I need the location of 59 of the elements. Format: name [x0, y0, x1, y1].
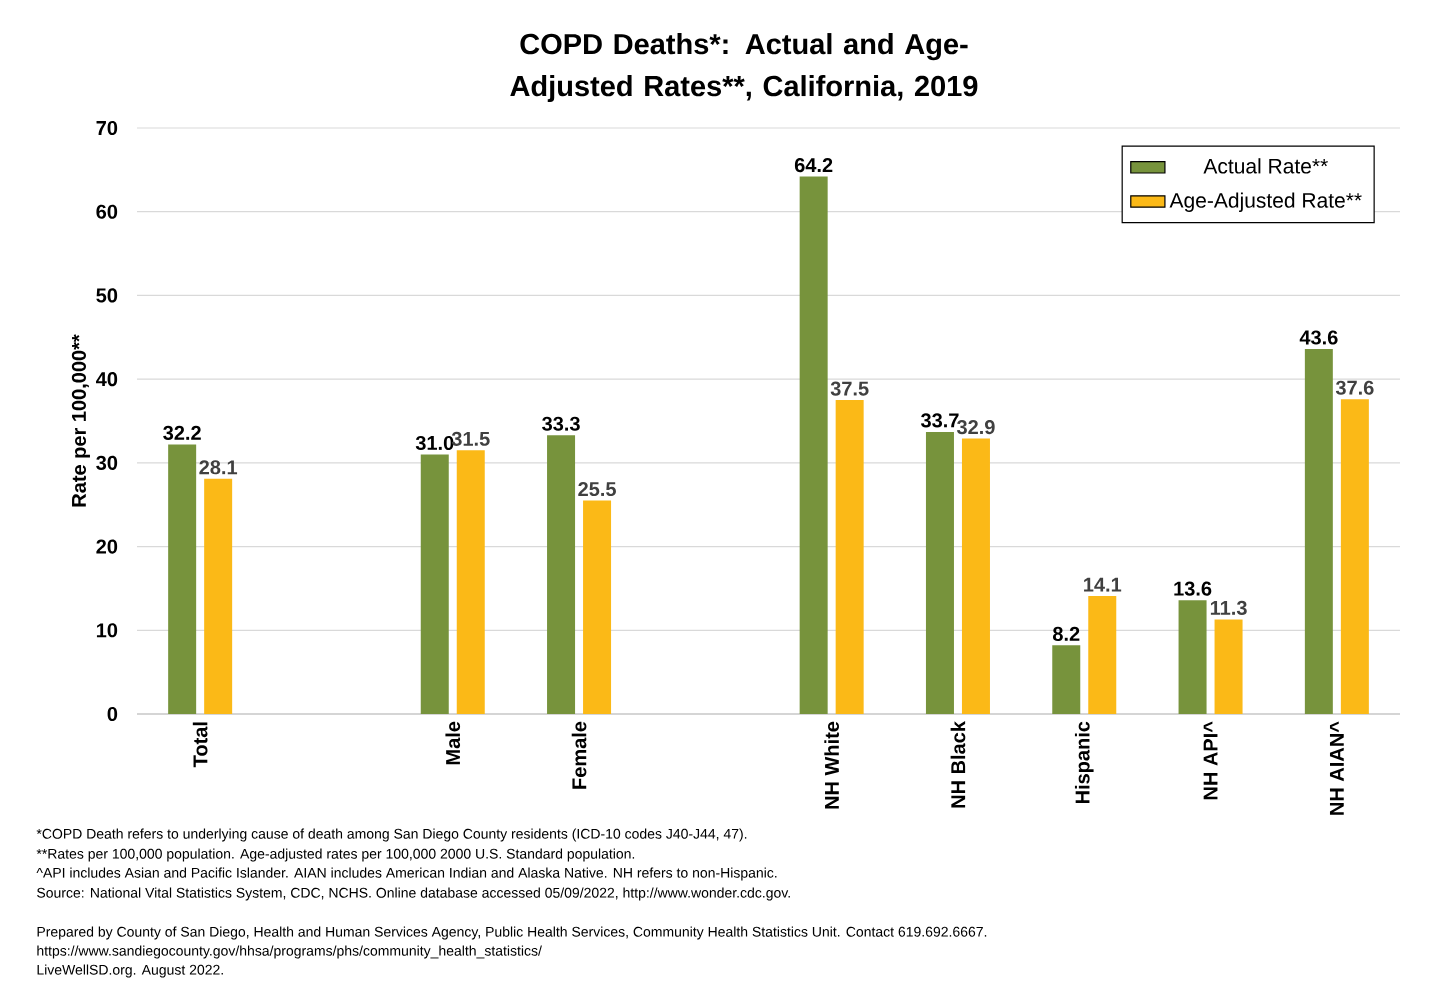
- bar: [547, 435, 576, 714]
- bar: [583, 500, 612, 714]
- y-tick-label: 70: [96, 120, 118, 136]
- y-tick-label: 20: [96, 539, 118, 554]
- bar: [835, 400, 864, 714]
- x-tick-label: Female: [571, 721, 587, 789]
- bar: [1178, 600, 1207, 714]
- bar: [1304, 349, 1333, 714]
- data-label: 33.7: [920, 413, 959, 428]
- bar: [1340, 399, 1369, 714]
- text: ^API includes Asian and Pacific Islander. AIAN includes American Indian and Alaska Native. NH refers to non-Hispanic.: [36, 867, 777, 881]
- data-label: 31.0: [415, 435, 454, 451]
- x-tick-label: NH Black: [950, 721, 966, 808]
- x-tick-label: NH AIAN^: [1329, 721, 1344, 815]
- y-tick-label: 50: [96, 288, 118, 303]
- data-label: 43.6: [1299, 330, 1338, 345]
- bar: [168, 444, 197, 714]
- data-label: 8.2: [1052, 626, 1080, 641]
- y-tick-label: 0: [107, 706, 118, 722]
- bar: [420, 454, 449, 714]
- y-tick-label: 30: [96, 455, 118, 470]
- bar: [799, 176, 828, 714]
- x-tick-label: Male: [445, 721, 461, 765]
- data-label: 64.2: [794, 158, 833, 173]
- data-label: 33.3: [542, 416, 580, 431]
- legend-label: Age-Adjusted Rate**: [1169, 192, 1362, 212]
- x-tick-label: NH API^: [1203, 721, 1218, 800]
- chart-title: COPD Deaths*: Actual and Age-Adjusted Rates**, California, 2019: [510, 33, 978, 103]
- bar: [1214, 619, 1243, 714]
- y-tick-label: 10: [96, 623, 118, 638]
- bar: [925, 431, 954, 714]
- data-label: 37.5: [830, 381, 869, 396]
- source-note: Source: National Vital Statistics System, CDC, NCHS. Online database accessed 05/09/2022, http://www.wonder.cdc.gov.: [37, 887, 790, 901]
- data-label: 13.6: [1174, 581, 1212, 596]
- data-label: 32.2: [163, 425, 201, 441]
- data-label: 37.6: [1335, 380, 1374, 395]
- bar: [204, 478, 233, 714]
- legend-label: Actual Rate**: [1203, 158, 1328, 174]
- text: https://www.sandiegocounty.gov/hhsa/programs/phs/community_health_statistics/: [37, 945, 542, 959]
- bar: [961, 438, 990, 714]
- text: LiveWellSD.org. August 2022.: [37, 964, 223, 978]
- y-tick-label: 40: [96, 372, 118, 387]
- y-tick-label: 60: [96, 204, 118, 219]
- bar: [1052, 645, 1081, 714]
- x-tick-label: Total: [192, 722, 208, 768]
- data-label: 32.9: [956, 420, 995, 435]
- x-tick-label: Hispanic: [1074, 721, 1094, 804]
- bar: [1088, 595, 1117, 714]
- data-label: 14.1: [1084, 577, 1122, 592]
- data-label: 25.5: [578, 481, 616, 497]
- data-label: 11.3: [1210, 600, 1247, 615]
- text: **Rates per 100,000 population. Age-adjusted rates per 100,000 2000 U.S. Standard population.: [36, 848, 635, 862]
- data-label: 28.1: [199, 460, 238, 475]
- data-label: 31.5: [451, 431, 490, 446]
- y-axis-title: Rate per 100,000**: [71, 334, 90, 507]
- bar: [456, 450, 485, 714]
- x-tick-label: NH White: [824, 721, 839, 809]
- text: *COPD Death refers to underlying cause of death among San Diego County residents (ICD-10 codes J40-J44, 47).: [36, 828, 747, 842]
- text: Prepared by County of San Diego, Health and Human Services Agency, Public Health Services, Community Health Statistics Unit. Contact 619.692.6667.: [37, 926, 987, 940]
